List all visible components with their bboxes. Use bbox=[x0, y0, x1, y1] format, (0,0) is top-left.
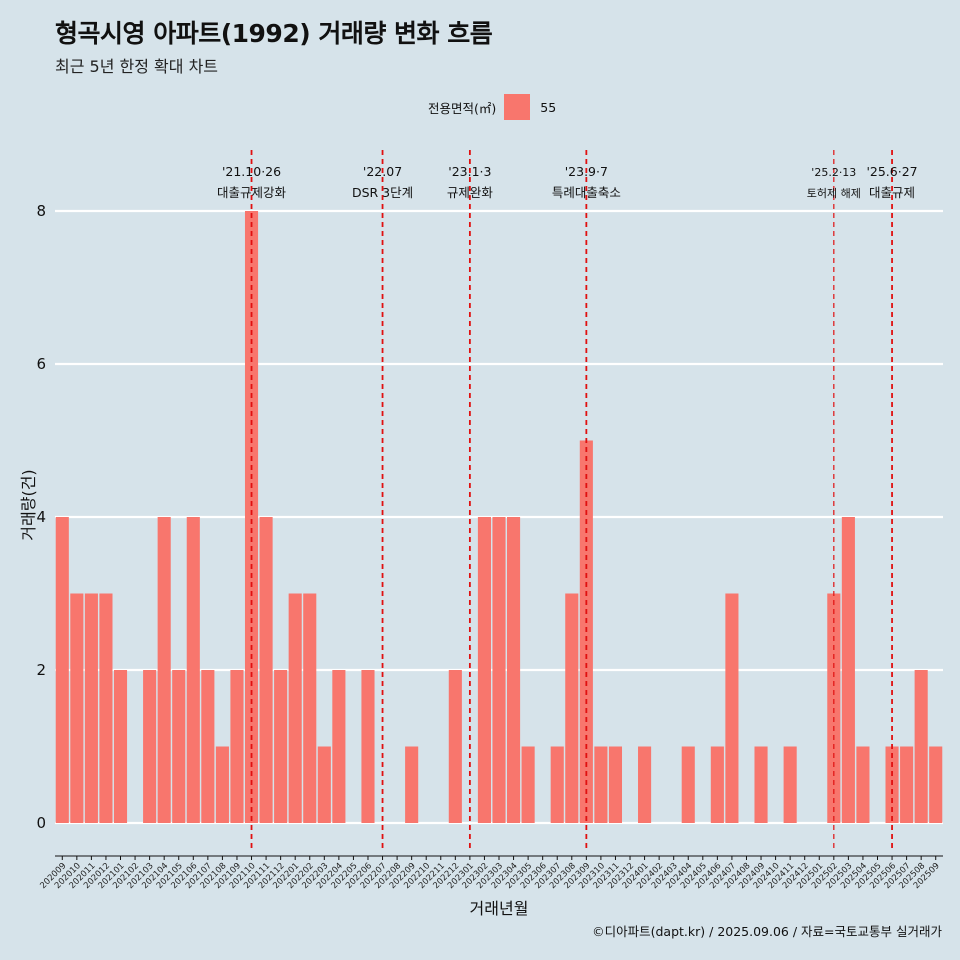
bar bbox=[929, 746, 943, 823]
bar bbox=[477, 517, 491, 823]
chart-subtitle: 최근 5년 한정 확대 차트 bbox=[55, 57, 219, 76]
event-date-label: '25.6·27 bbox=[866, 164, 917, 179]
bar bbox=[448, 670, 462, 823]
event-date-label: '25.2·13 bbox=[811, 166, 856, 179]
bar bbox=[565, 593, 579, 823]
chart-title: 형곡시영 아파트(1992) 거래량 변화 흐름 bbox=[55, 19, 493, 48]
bar bbox=[332, 670, 346, 823]
event-date-label: '22.07 bbox=[363, 164, 402, 179]
event-label: 대출규제강화 bbox=[217, 185, 287, 200]
event-label: 규제완화 bbox=[447, 185, 494, 200]
bar bbox=[507, 517, 521, 823]
bar bbox=[157, 517, 171, 823]
bar bbox=[55, 517, 69, 823]
bar bbox=[594, 746, 608, 823]
event-date-label: '23.1·3 bbox=[448, 164, 491, 179]
bar bbox=[405, 746, 419, 823]
bar bbox=[201, 670, 215, 823]
bar bbox=[84, 593, 98, 823]
bar bbox=[303, 593, 317, 823]
x-axis-title: 거래년월 bbox=[470, 899, 529, 918]
bar bbox=[361, 670, 375, 823]
bar bbox=[710, 746, 724, 823]
bar bbox=[608, 746, 623, 823]
event-label: 대출규제 bbox=[869, 185, 915, 200]
bar bbox=[783, 746, 797, 823]
bar bbox=[230, 670, 244, 823]
bar bbox=[244, 211, 259, 823]
bar bbox=[99, 593, 113, 823]
bar bbox=[143, 670, 157, 823]
bar bbox=[113, 670, 128, 823]
bar bbox=[492, 517, 506, 823]
event-label: 토허제 해제 bbox=[807, 186, 861, 200]
bar bbox=[521, 746, 535, 823]
y-axis-title: 거래량(건) bbox=[19, 469, 38, 540]
bar bbox=[215, 746, 229, 823]
legend-key-swatch bbox=[504, 94, 531, 120]
bar bbox=[186, 517, 200, 823]
bar bbox=[550, 746, 564, 823]
bar bbox=[681, 746, 695, 823]
bar bbox=[900, 746, 914, 823]
y-tick-label: 8 bbox=[36, 202, 46, 220]
legend: 전용면적(㎡) 55 bbox=[428, 94, 556, 120]
bar bbox=[70, 593, 84, 823]
y-tick-label: 4 bbox=[36, 508, 46, 526]
source-caption: ©디아파트(dapt.kr) / 2025.09.06 / 자료=국토교통부 실… bbox=[592, 924, 942, 939]
bar bbox=[914, 670, 928, 823]
bar bbox=[317, 746, 331, 823]
bar bbox=[841, 517, 855, 823]
y-tick-label: 6 bbox=[36, 355, 46, 373]
legend-title: 전용면적(㎡) bbox=[428, 100, 497, 116]
event-date-label: '23.9·7 bbox=[565, 164, 608, 179]
bar bbox=[725, 593, 739, 823]
event-date-label: '21.10·26 bbox=[222, 164, 281, 179]
bar bbox=[274, 670, 288, 823]
bar bbox=[856, 746, 870, 823]
bar bbox=[754, 746, 768, 823]
event-label: DSR 3단계 bbox=[352, 185, 413, 200]
event-label: 특례대출축소 bbox=[552, 185, 621, 200]
bar bbox=[259, 517, 273, 823]
bar bbox=[638, 746, 652, 823]
bar bbox=[172, 670, 186, 823]
y-tick-label: 2 bbox=[36, 661, 46, 679]
legend-item-label: 55 bbox=[540, 99, 557, 115]
y-tick-label: 0 bbox=[36, 814, 46, 832]
bar bbox=[288, 593, 302, 823]
